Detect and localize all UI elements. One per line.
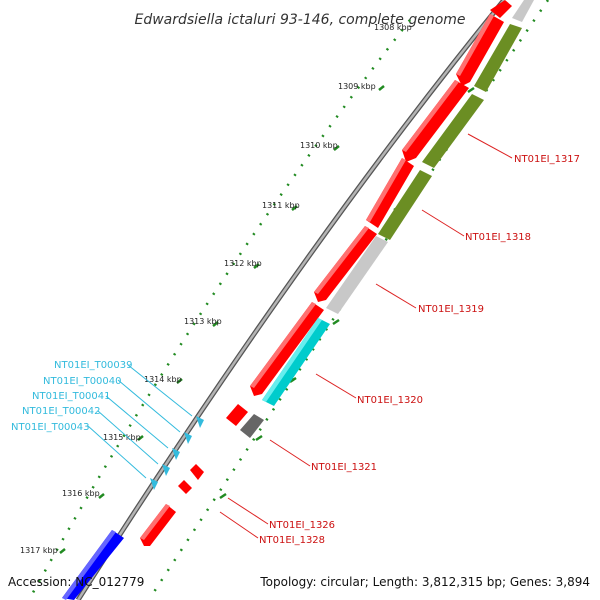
kbp-label: 1317 kbp [20,546,58,555]
trna-label[interactable]: NT01EI_T00040 [43,376,122,387]
map-title: Edwardsiella ictaluri 93-146, complete g… [134,12,465,28]
trna-feature [196,416,204,428]
gene-label[interactable]: NT01EI_1318 [465,232,531,243]
gene-feature [326,236,388,314]
gene-feature [226,404,248,426]
kbp-label: 1308 kbp [374,23,412,32]
gene-feature [402,80,469,162]
gene-feature [262,318,330,406]
gene-labels: NT01EI_1317 NT01EI_1318 NT01EI_1319 NT01… [259,154,580,546]
trna-feature [150,478,158,490]
gene-feature [456,14,504,86]
kbp-scale-labels: 1308 kbp 1309 kbp 1310 kbp 1311 kbp 1312… [20,23,412,555]
accession-text: Accession: NC_012779 [8,575,144,589]
gene-feature [366,158,414,228]
gene-feature [422,94,484,168]
kbp-label: 1313 kbp [184,317,222,326]
outer-major-ticks [59,85,385,554]
gene-feature [140,504,176,546]
trna-label[interactable]: NT01EI_T00039 [54,360,133,371]
trna-labels: NT01EI_T00039 NT01EI_T00040 NT01EI_T0004… [11,360,133,433]
gene-label[interactable]: NT01EI_1317 [514,154,580,165]
kbp-label: 1314 kbp [144,375,182,384]
kbp-label: 1312 kbp [224,259,262,268]
outer-tick-track [28,19,411,599]
gene-feature [314,226,377,302]
topology-text: Topology: circular; Length: 3,812,315 bp… [259,575,590,589]
kbp-label: 1309 kbp [338,82,376,91]
gene-label[interactable]: NT01EI_1326 [269,520,335,531]
forward-strand-genes [140,0,512,546]
kbp-label: 1310 kbp [300,141,338,150]
gene-feature [378,170,432,240]
trna-leader-lines [87,364,193,479]
kbp-label: 1316 kbp [62,489,100,498]
gene-feature [490,0,512,18]
trna-label[interactable]: NT01EI_T00043 [11,422,90,433]
blue-feature [62,530,124,600]
trna-feature [172,448,180,460]
kbp-label: 1311 kbp [262,201,300,210]
trna-features [150,416,204,490]
trna-label[interactable]: NT01EI_T00041 [32,391,111,402]
trna-feature [162,464,170,476]
gene-feature [178,480,192,494]
reverse-strand-genes [240,0,534,438]
gene-label[interactable]: NT01EI_1321 [311,462,377,473]
genome-backbone [75,0,506,600]
gene-feature [250,302,324,396]
gene-feature [240,414,264,438]
gene-leader-lines [219,133,513,539]
trna-feature [184,432,192,444]
gene-feature [512,0,534,22]
gene-feature [474,24,522,92]
gene-label[interactable]: NT01EI_1328 [259,535,325,546]
gene-label[interactable]: NT01EI_1319 [418,304,484,315]
gene-label[interactable]: NT01EI_1320 [357,395,423,406]
kbp-label: 1315 kbp [103,433,141,442]
gene-feature [190,464,204,480]
trna-label[interactable]: NT01EI_T00042 [22,406,101,417]
